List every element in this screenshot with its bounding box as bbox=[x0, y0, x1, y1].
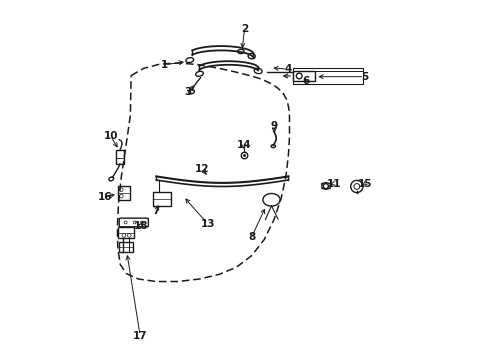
Text: 16: 16 bbox=[98, 192, 112, 202]
Text: 15: 15 bbox=[357, 179, 371, 189]
Text: 8: 8 bbox=[247, 232, 255, 242]
Text: 9: 9 bbox=[270, 121, 277, 131]
Text: 10: 10 bbox=[103, 131, 118, 141]
Text: 1: 1 bbox=[160, 60, 167, 70]
Text: 5: 5 bbox=[360, 72, 367, 82]
Text: 2: 2 bbox=[241, 24, 247, 34]
Bar bbox=[116, 150, 123, 164]
Text: 13: 13 bbox=[200, 219, 215, 229]
Bar bbox=[118, 186, 130, 200]
Bar bbox=[152, 192, 171, 206]
Text: 3: 3 bbox=[183, 87, 191, 97]
Bar bbox=[292, 71, 315, 81]
Text: 14: 14 bbox=[236, 140, 250, 150]
Text: 4: 4 bbox=[284, 64, 291, 74]
Bar bbox=[292, 68, 363, 84]
Bar bbox=[119, 242, 133, 252]
Text: 6: 6 bbox=[302, 76, 309, 86]
Text: 7: 7 bbox=[152, 206, 160, 216]
Text: 18: 18 bbox=[133, 221, 148, 231]
Text: 11: 11 bbox=[326, 179, 340, 189]
Text: 12: 12 bbox=[195, 164, 209, 174]
Bar bbox=[118, 227, 133, 238]
Text: 17: 17 bbox=[133, 330, 147, 341]
Circle shape bbox=[243, 154, 245, 157]
